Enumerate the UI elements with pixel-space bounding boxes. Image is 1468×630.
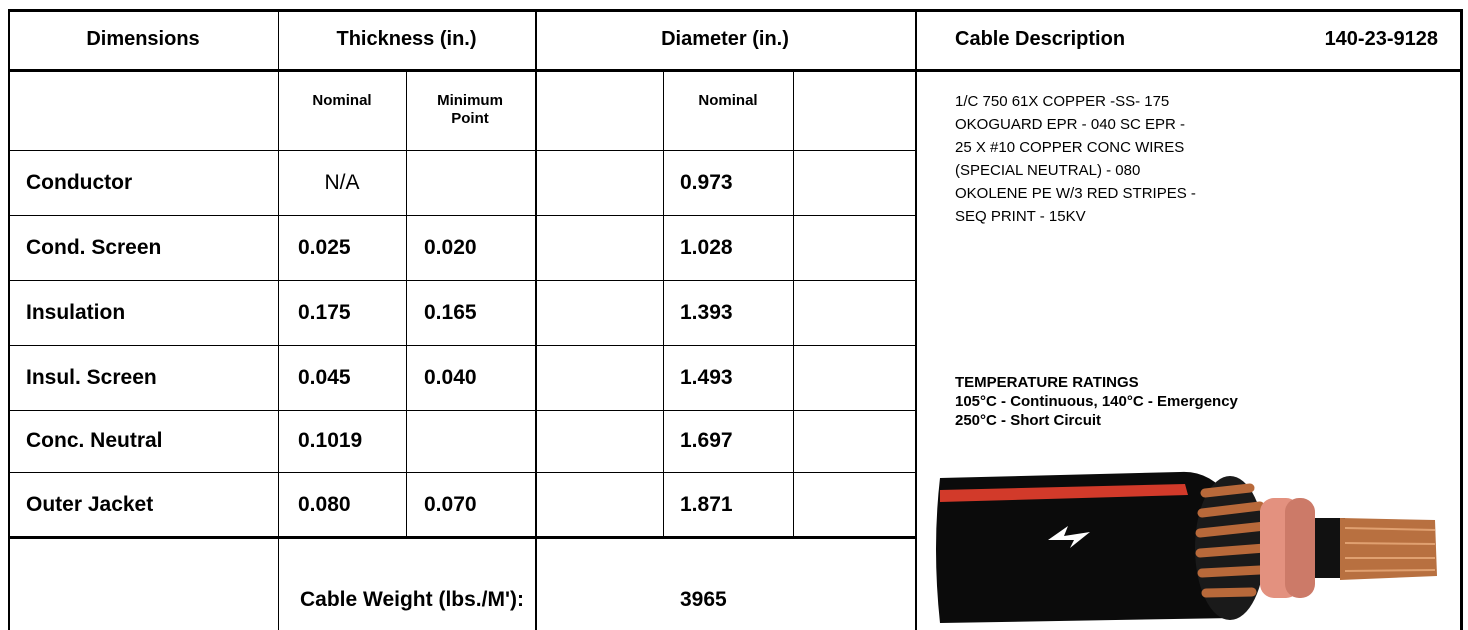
diameter-nominal: 1.697 (680, 429, 733, 453)
row-name: Insul. Screen (26, 366, 157, 390)
rule (535, 9, 537, 630)
spec-sheet: Dimensions Thickness (in.) Diameter (in.… (0, 0, 1468, 630)
subheader-nominal: Nominal (278, 92, 406, 110)
diameter-nominal: 1.493 (680, 366, 733, 390)
thickness-nominal: 0.080 (298, 493, 351, 517)
header-part-number: 140-23-9128 (1325, 28, 1438, 51)
thickness-nominal: 0.025 (298, 236, 351, 260)
description-line: SEQ PRINT - 15KV (955, 206, 1086, 228)
row-name: Insulation (26, 301, 125, 325)
rule (8, 69, 1462, 72)
description-line: OKOLENE PE W/3 RED STRIPES - (955, 183, 1196, 205)
rule (793, 70, 794, 537)
thickness-nominal: N/A (278, 171, 406, 195)
temperature-title: TEMPERATURE RATINGS (955, 374, 1139, 392)
thickness-nominal: 0.175 (298, 301, 351, 325)
description-line: 1/C 750 61X COPPER -SS- 175 (955, 91, 1169, 113)
rule (663, 70, 664, 537)
weight-value: 3965 (680, 588, 727, 612)
description-line: OKOGUARD EPR - 040 SC EPR - (955, 114, 1185, 136)
rule (8, 472, 915, 473)
diameter-nominal: 0.973 (680, 171, 733, 195)
thickness-nominal: 0.1019 (298, 429, 362, 453)
thickness-minimum: 0.165 (424, 301, 477, 325)
rule (8, 215, 915, 216)
row-name: Conductor (26, 171, 132, 195)
rule (1460, 9, 1463, 630)
row-name: Conc. Neutral (26, 429, 163, 453)
rule (915, 9, 917, 630)
diameter-nominal: 1.871 (680, 493, 733, 517)
thickness-minimum: 0.040 (424, 366, 477, 390)
row-name: Outer Jacket (26, 493, 153, 517)
diameter-nominal: 1.028 (680, 236, 733, 260)
rule (8, 150, 915, 151)
subheader-minimum: Minimum Point (420, 92, 520, 128)
subheader-diameter-nominal: Nominal (663, 92, 793, 110)
rule (406, 70, 407, 537)
rule (8, 9, 1462, 12)
rule (278, 9, 279, 630)
header-dimensions: Dimensions (8, 28, 278, 51)
thickness-nominal: 0.045 (298, 366, 351, 390)
rule (8, 280, 915, 281)
header-diameter: Diameter (in.) (535, 28, 915, 51)
thickness-minimum: 0.070 (424, 493, 477, 517)
row-name: Cond. Screen (26, 236, 161, 260)
rule (8, 410, 915, 411)
rule (8, 345, 915, 346)
rule (8, 9, 10, 630)
temperature-line: 250°C - Short Circuit (955, 412, 1101, 430)
description-line: 25 X #10 COPPER CONC WIRES (955, 137, 1184, 159)
header-thickness: Thickness (in.) (278, 28, 535, 51)
header-cable-description: Cable Description (955, 28, 1125, 51)
rule (8, 536, 917, 539)
diameter-nominal: 1.393 (680, 301, 733, 325)
weight-label: Cable Weight (lbs./M'): (300, 588, 524, 612)
description-line: (SPECIAL NEUTRAL) - 080 (955, 160, 1140, 182)
temperature-line: 105°C - Continuous, 140°C - Emergency (955, 393, 1238, 411)
thickness-minimum: 0.020 (424, 236, 477, 260)
cable-image (930, 468, 1445, 628)
